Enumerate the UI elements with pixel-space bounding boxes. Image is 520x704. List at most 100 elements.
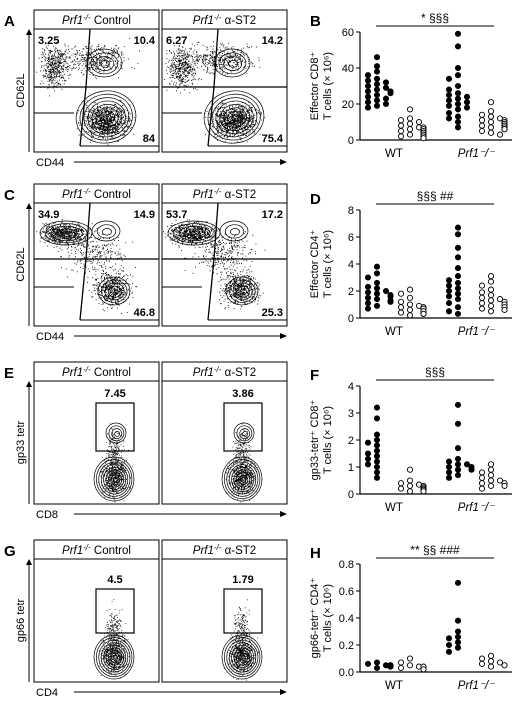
y-axis-label-line2: T cells (× 10⁶) — [322, 230, 334, 298]
contours-effector-ring — [211, 97, 258, 138]
contours-upper-ring — [95, 56, 115, 71]
gate-pct-bottom-right: 25.3 — [262, 307, 283, 319]
events-main — [225, 452, 260, 503]
data-point — [445, 463, 453, 471]
data-point — [454, 445, 462, 452]
gate-pct-top-right: 10.4 — [134, 35, 156, 47]
data-point — [487, 118, 495, 126]
events-naive-path — [164, 40, 202, 94]
y-tick-label: 4 — [348, 381, 354, 393]
flow-plot-g-2: Prf1-/- α-ST2 1.79 — [161, 539, 288, 683]
contours-effector-ring — [232, 282, 253, 301]
panel-letter-f: F — [310, 367, 319, 384]
data-point — [454, 64, 462, 72]
data-point — [406, 286, 414, 293]
data-point — [397, 485, 405, 492]
gate-pct-box: 3.86 — [232, 388, 253, 400]
series-filled-0 — [364, 263, 394, 312]
data-point — [445, 469, 453, 476]
data-point — [373, 463, 381, 471]
group-label: Prf1⁻/⁻ — [458, 502, 495, 514]
y-tick-label: 6 — [348, 232, 354, 244]
series-filled-1 — [445, 224, 462, 317]
data-point — [463, 99, 471, 106]
events-tail — [105, 599, 127, 661]
contours-upper-ring — [218, 52, 247, 75]
y-tick-label: 40 — [342, 63, 354, 75]
panel-letter-e: E — [4, 365, 14, 382]
data-point — [478, 289, 486, 296]
data-point — [487, 108, 495, 115]
y-axis-label-line1: gp66-tetr⁺ CD4⁺ — [309, 577, 321, 658]
data-point — [454, 420, 462, 427]
gate-pct-bottom-right: 46.8 — [134, 307, 155, 319]
contours-main-ring — [110, 474, 120, 486]
data-point — [454, 644, 462, 651]
events-scatter-path — [58, 226, 137, 279]
data-point — [487, 297, 495, 304]
data-point — [487, 461, 495, 468]
contours-effector-ring — [111, 288, 119, 296]
events-naive — [36, 219, 97, 249]
data-point — [382, 100, 390, 108]
events-naive — [36, 41, 75, 97]
data-point — [373, 270, 381, 277]
contours-main — [221, 634, 263, 680]
gate-pct-top-left: 3.25 — [38, 35, 59, 47]
y-axis-label-line1: Effector CD4⁺ — [309, 230, 321, 299]
data-point — [373, 664, 381, 672]
data-point — [373, 469, 381, 476]
series-filled-0 — [364, 659, 394, 672]
data-point — [478, 282, 486, 289]
y-axis-label-line1: Effector CD8⁺ — [309, 52, 321, 121]
data-point — [454, 72, 462, 79]
data-point — [364, 300, 372, 307]
x-axis-arrowhead — [280, 333, 287, 339]
contours-tet-ring — [242, 431, 248, 437]
contours-effector-ring — [236, 285, 250, 298]
contours-main-ring — [235, 650, 251, 666]
data-point — [454, 617, 462, 624]
contours-effector-ring — [83, 97, 130, 138]
flow-plot-c-2: Prf1-/- α-ST2 53.7 17.2 25.3 — [161, 183, 288, 327]
contours-effector-ring — [99, 110, 116, 125]
plot-title: Prf1-/- α-ST2 — [193, 365, 256, 379]
data-point — [487, 113, 495, 120]
data-point — [406, 106, 414, 113]
y-axis-label: CD62L — [15, 247, 27, 281]
plot-title: Prf1-/- Control — [62, 187, 131, 201]
data-point — [364, 461, 372, 468]
contours-main-ring — [233, 647, 253, 668]
data-point — [478, 294, 486, 301]
data-point — [487, 286, 495, 293]
data-point — [454, 254, 462, 261]
contours-effector-ring — [207, 93, 261, 141]
data-point — [373, 296, 381, 303]
data-point — [501, 482, 508, 489]
contours-tet — [233, 422, 255, 444]
data-point — [454, 82, 462, 90]
contours-main-ring — [231, 466, 255, 493]
group-label: WT — [385, 680, 403, 692]
contours-main-ring — [112, 655, 118, 661]
data-point — [397, 304, 405, 311]
events-effector-path — [218, 268, 264, 310]
chart-d: D Effector CD4⁺ T cells (× 10⁶) 0 2 4 6 8 WT Prf1… — [309, 189, 512, 338]
data-point — [364, 104, 372, 111]
data-point — [478, 469, 486, 476]
contours-main-ring — [103, 644, 127, 671]
contours-upper-ring — [100, 60, 110, 68]
data-point — [445, 109, 453, 117]
data-point — [454, 304, 462, 311]
data-point — [487, 278, 495, 285]
contours-effector — [225, 276, 259, 306]
data-point — [496, 659, 504, 666]
contours-cm — [219, 220, 249, 242]
gate-vertical-lower — [79, 86, 87, 147]
group-label: WT — [385, 502, 403, 514]
events-scatter — [58, 226, 137, 279]
contours-main-ring — [96, 459, 133, 500]
y-tick-label: 2 — [348, 286, 354, 298]
contours-cm — [91, 220, 121, 242]
contours-effector-ring — [79, 93, 133, 141]
